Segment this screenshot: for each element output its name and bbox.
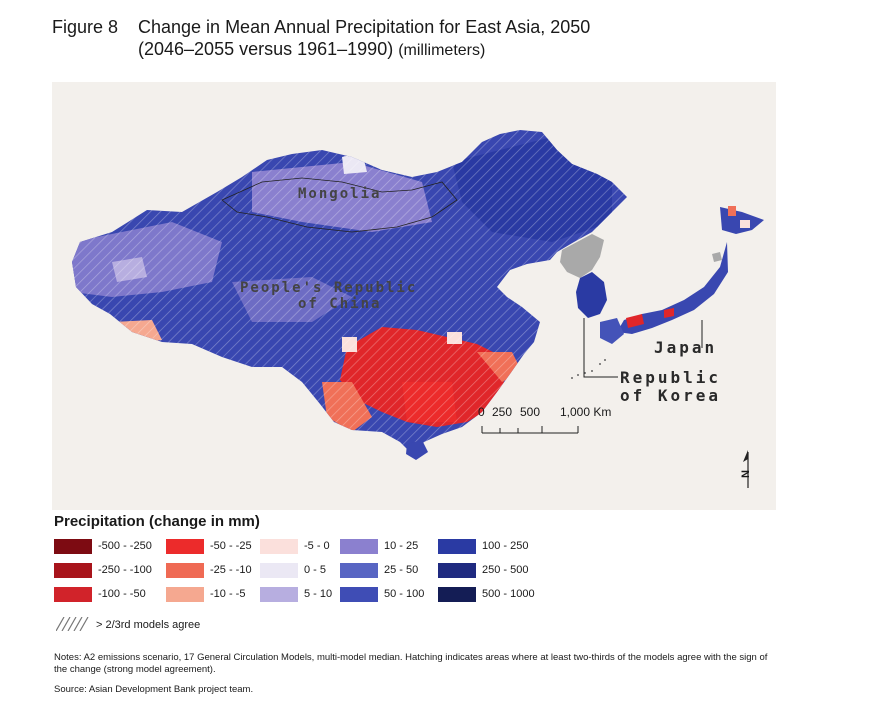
north-arrow: N <box>738 448 758 497</box>
label-japan: Japan <box>654 338 718 357</box>
legend-label: 10 - 25 <box>384 540 419 552</box>
legend-swatch <box>260 563 298 578</box>
legend-title: Precipitation (change in mm) <box>54 513 260 530</box>
legend-label: 250 - 500 <box>482 564 529 576</box>
legend-swatch <box>166 563 204 578</box>
legend-swatch <box>340 539 378 554</box>
label-korea-line1: Republic <box>620 368 722 387</box>
legend-swatch <box>54 539 92 554</box>
legend-label: -10 - -5 <box>210 588 246 600</box>
title-period: (2046–2055 versus 1961–1990) <box>138 39 394 59</box>
scale-tick-0: 0 <box>478 405 485 419</box>
scale-tick-1000: 1,000 Km <box>560 405 612 419</box>
legend-label: -250 - -100 <box>98 564 152 576</box>
figure-number: Figure 8 <box>52 17 119 37</box>
legend-label: -100 - -50 <box>98 588 146 600</box>
legend-swatch <box>340 587 378 602</box>
scale-tick-500: 500 <box>520 405 541 419</box>
label-mongolia: Mongolia <box>298 186 382 202</box>
legend-label: 5 - 10 <box>304 588 333 600</box>
hatch-legend-label: > 2/3rd models agree <box>96 619 201 631</box>
legend-swatch <box>166 587 204 602</box>
label-china-line2: of China <box>298 296 382 312</box>
ryukyu-islands <box>571 359 606 379</box>
scale-bar <box>481 426 579 434</box>
hatch-legend-swatch <box>56 617 89 631</box>
precipitation-map: Mongolia People's Republic of China Japa… <box>52 82 776 510</box>
legend-label: -5 - 0 <box>304 540 330 552</box>
japan-kyushu <box>600 318 624 344</box>
mongolia-border <box>221 177 458 233</box>
legend-swatch <box>438 539 476 554</box>
legend-label: 50 - 100 <box>384 588 425 600</box>
notes: Notes: A2 emissions scenario, 17 General… <box>54 652 768 675</box>
legend-label: 500 - 1000 <box>482 588 535 600</box>
title-line-2: (2046–2055 versus 1961–1990) (millimeter… <box>138 38 485 62</box>
legend-label: 0 - 5 <box>304 564 327 576</box>
hainan-island <box>406 440 428 460</box>
map-graphic <box>72 130 764 460</box>
legend-label: -50 - -25 <box>210 540 252 552</box>
north-korea <box>560 234 604 278</box>
model-agreement-hatching <box>72 130 627 454</box>
south-korea <box>576 272 607 318</box>
legend-label: -25 - -10 <box>210 564 252 576</box>
legend-swatch <box>260 587 298 602</box>
legend-swatch <box>54 587 92 602</box>
figure-title: Figure 8 Change in Mean Annual Precipitat… <box>52 16 591 59</box>
legend-swatch <box>260 539 298 554</box>
legend-label: -500 - -250 <box>98 540 152 552</box>
title-line-1: Change in Mean Annual Precipitation for … <box>138 17 591 37</box>
scale-tick-250: 250 <box>492 405 513 419</box>
north-arrow-letter: N <box>739 470 752 478</box>
label-korea-line2: of Korea <box>620 386 722 405</box>
legend-label: 100 - 250 <box>482 540 529 552</box>
legend-swatch <box>438 563 476 578</box>
legend-swatch <box>54 563 92 578</box>
korea-leader-line <box>583 318 618 378</box>
legend-swatch <box>340 563 378 578</box>
title-unit: (millimeters) <box>398 42 486 59</box>
legend-swatch <box>438 587 476 602</box>
label-china-line1: People's Republic <box>240 280 418 296</box>
source: Source: Asian Development Bank project t… <box>54 684 254 695</box>
legend-swatch <box>166 539 204 554</box>
legend-label: 25 - 50 <box>384 564 419 576</box>
